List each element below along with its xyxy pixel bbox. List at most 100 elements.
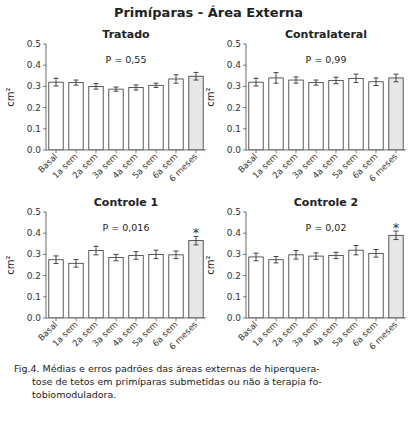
panel-title: Controle 1	[94, 196, 158, 209]
y-tick	[243, 128, 246, 129]
panel-title: Tratado	[102, 28, 150, 41]
figure-title: Primíparas - Área Externa	[114, 5, 303, 20]
y-tick	[243, 44, 246, 45]
x-tick	[196, 318, 197, 321]
y-tick-label: 0.5	[227, 39, 241, 49]
error-bar	[94, 246, 99, 254]
annotation-star: *	[393, 220, 400, 235]
x-tick	[356, 150, 357, 153]
panel: Tratado0.00.10.20.30.40.5cm²Basal1a sem2…	[5, 28, 206, 184]
error-bar	[254, 78, 259, 86]
error-bar	[194, 72, 199, 80]
bar	[389, 235, 403, 318]
bar	[289, 255, 303, 318]
y-tick-label: 0.0	[227, 313, 242, 323]
y-tick	[43, 254, 46, 255]
error-bar	[314, 80, 319, 85]
y-tick	[243, 150, 246, 151]
x-tick	[316, 150, 317, 153]
y-tick-label: 0.4	[27, 60, 42, 70]
error-bar	[274, 73, 279, 84]
y-tick-label: 0.5	[227, 207, 241, 217]
x-tick	[336, 318, 337, 321]
panel: Controle 20.00.10.20.30.40.5cm²Basal1a s…	[205, 196, 406, 352]
y-tick-label: 0.1	[227, 292, 241, 302]
bar	[349, 250, 363, 318]
x-tick	[276, 150, 277, 153]
panel-title: Contralateral	[285, 28, 367, 41]
x-tick	[256, 318, 257, 321]
y-tick	[243, 107, 246, 108]
x-tick	[56, 318, 57, 321]
bar	[369, 253, 383, 318]
error-bar	[114, 254, 119, 260]
p-value: P = 0,02	[306, 222, 347, 233]
x-tick	[176, 318, 177, 321]
marks	[49, 72, 203, 150]
y-tick	[43, 107, 46, 108]
y-tick	[243, 233, 246, 234]
y-tick-label: 0.2	[227, 103, 241, 113]
x-tick	[156, 318, 157, 321]
y-tick-label: 0.1	[27, 124, 41, 134]
bar	[369, 82, 383, 150]
error-bar	[174, 75, 179, 83]
bar	[249, 257, 263, 318]
y-tick-label: 0.0	[27, 313, 42, 323]
x-tick	[276, 318, 277, 321]
bar	[49, 82, 63, 150]
bar	[309, 256, 323, 318]
y-tick-label: 0.4	[227, 60, 242, 70]
error-bar	[154, 250, 159, 258]
y-tick-label: 0.5	[27, 39, 41, 49]
x-axis	[46, 150, 206, 151]
x-tick-label: 6 meses	[167, 151, 200, 184]
y-label: cm²	[5, 87, 16, 106]
marks	[249, 231, 403, 318]
y-tick	[243, 275, 246, 276]
x-tick	[396, 318, 397, 321]
x-tick	[96, 318, 97, 321]
bar	[349, 78, 363, 150]
y-tick-label: 0.2	[27, 271, 41, 281]
y-tick	[43, 296, 46, 297]
x-tick-label: 6 meses	[367, 151, 400, 184]
error-bar	[254, 253, 259, 261]
x-tick-label: 6 meses	[367, 319, 400, 352]
error-bar	[74, 80, 79, 85]
error-bar	[354, 74, 359, 82]
y-tick	[43, 86, 46, 87]
x-tick	[296, 318, 297, 321]
y-axis	[46, 44, 47, 150]
panel: Contralateral0.00.10.20.30.40.5cm²Basal1…	[205, 28, 406, 184]
bar	[249, 82, 263, 150]
y-tick	[243, 254, 246, 255]
bar	[109, 89, 123, 150]
x-tick	[356, 318, 357, 321]
bar	[289, 80, 303, 150]
x-tick	[116, 150, 117, 153]
error-bar	[54, 256, 59, 264]
bar	[129, 87, 143, 150]
error-bar	[154, 83, 159, 87]
x-tick	[376, 150, 377, 153]
error-bar	[274, 257, 279, 263]
error-bar	[294, 77, 299, 83]
marks	[249, 73, 403, 150]
x-tick	[396, 150, 397, 153]
x-axis	[46, 318, 206, 319]
y-label: cm²	[5, 255, 16, 274]
error-bar	[134, 85, 139, 90]
error-bar	[114, 87, 119, 91]
error-bar	[134, 252, 139, 260]
y-tick-label: 0.5	[27, 207, 41, 217]
y-tick-label: 0.0	[227, 145, 242, 155]
y-tick-label: 0.3	[227, 81, 241, 91]
x-tick	[316, 318, 317, 321]
error-bar	[334, 77, 339, 83]
chart-root: Primíparas - Área Externa Tratado 0.0 0.1 0.…	[0, 0, 417, 421]
error-bar	[294, 251, 299, 259]
x-tick	[376, 318, 377, 321]
y-label: cm²	[205, 255, 216, 274]
error-bar	[374, 78, 379, 86]
